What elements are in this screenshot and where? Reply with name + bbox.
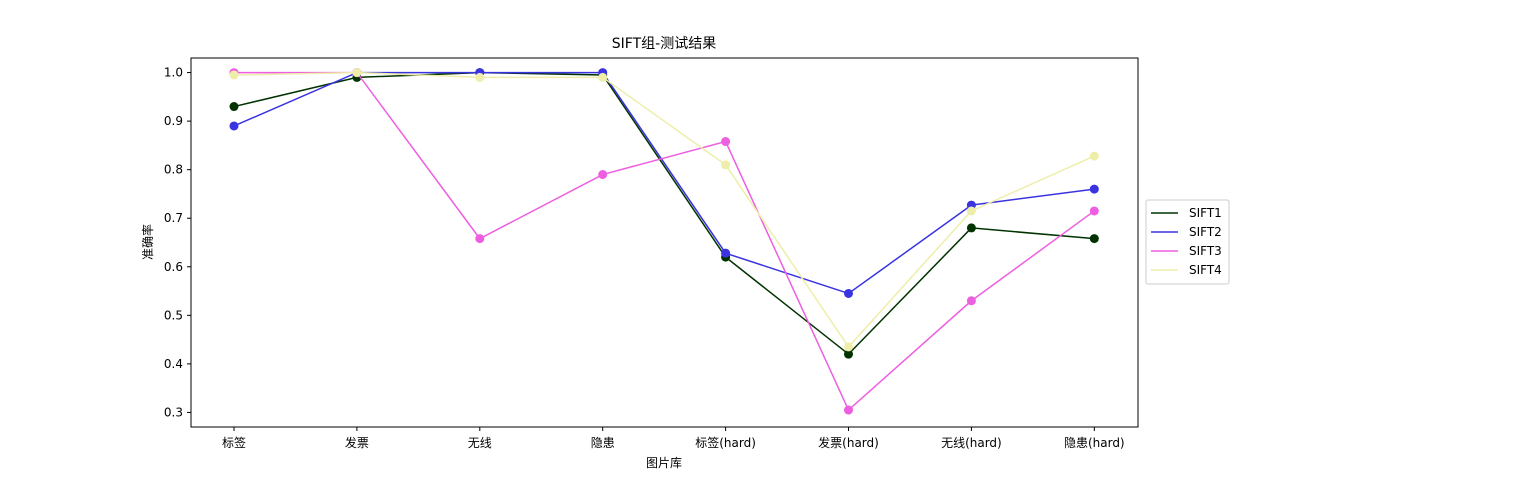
data-point <box>966 223 976 233</box>
data-point <box>229 102 239 112</box>
data-point <box>475 72 485 82</box>
y-tick-label: 0.5 <box>164 308 183 322</box>
data-point <box>721 248 731 258</box>
x-tick-label: 发票 <box>345 435 369 450</box>
y-tick-label: 0.9 <box>164 114 183 128</box>
x-tick-label: 无线(hard) <box>941 436 1002 450</box>
series-line <box>233 71 1095 349</box>
x-tick-label: 发票(hard) <box>818 435 879 450</box>
data-point <box>598 72 608 82</box>
chart-title: SIFT组-测试结果 <box>612 36 716 52</box>
legend: SIFT1 SIFT2 SIFT3 SIFT4 <box>1145 199 1230 285</box>
data-point <box>721 160 731 170</box>
y-tick-label: 0.8 <box>164 163 183 177</box>
x-tick-label: 标签(hard) <box>695 435 756 450</box>
data-point <box>229 121 239 131</box>
data-point <box>475 234 485 244</box>
data-point <box>844 288 853 298</box>
x-axis: 标签 发票 无线 隐患 标签(hard) 发票(hard) 无线(hard) 隐患(hard) <box>222 427 1125 450</box>
legend-label: SIFT4 <box>1189 263 1222 277</box>
legend-label: SIFT2 <box>1189 225 1222 239</box>
data-point <box>844 342 853 352</box>
legend-frame <box>1145 199 1230 285</box>
y-tick-label: 0.7 <box>164 211 183 225</box>
data-point <box>844 405 853 415</box>
data-point <box>598 170 608 180</box>
series-line <box>233 71 1095 356</box>
data-point <box>352 68 362 78</box>
legend-label: SIFT3 <box>1189 244 1222 258</box>
x-tick-label: 隐患 <box>591 436 615 450</box>
series-line <box>233 71 1095 295</box>
y-tick-label: 0.6 <box>164 260 183 274</box>
plot-area <box>190 57 1139 428</box>
y-axis: 0.3 0.4 0.5 0.6 0.7 0.8 0.9 1.0 <box>164 66 191 419</box>
x-axis-title: 图片库 <box>646 455 682 470</box>
series-layer <box>229 68 1099 415</box>
data-point <box>229 70 239 80</box>
x-tick-label: 隐患(hard) <box>1064 436 1125 450</box>
data-point <box>1089 234 1099 244</box>
data-point <box>1089 206 1099 216</box>
legend-label: SIFT1 <box>1189 206 1222 220</box>
data-point <box>1089 184 1099 194</box>
data-point <box>966 296 976 306</box>
data-point <box>966 206 976 216</box>
y-axis-title: 准确率 <box>140 224 155 260</box>
data-point <box>844 349 853 359</box>
y-tick-label: 1.0 <box>164 66 183 80</box>
plot-frame <box>190 57 1139 428</box>
data-point <box>721 137 731 147</box>
x-tick-label: 无线 <box>468 436 492 450</box>
data-point <box>1089 151 1099 161</box>
series-SIFT4 <box>229 68 1099 352</box>
y-tick-label: 0.4 <box>164 357 183 371</box>
y-tick-label: 0.3 <box>164 405 183 419</box>
series-line <box>234 71 1095 412</box>
x-tick-label: 标签 <box>222 435 246 450</box>
